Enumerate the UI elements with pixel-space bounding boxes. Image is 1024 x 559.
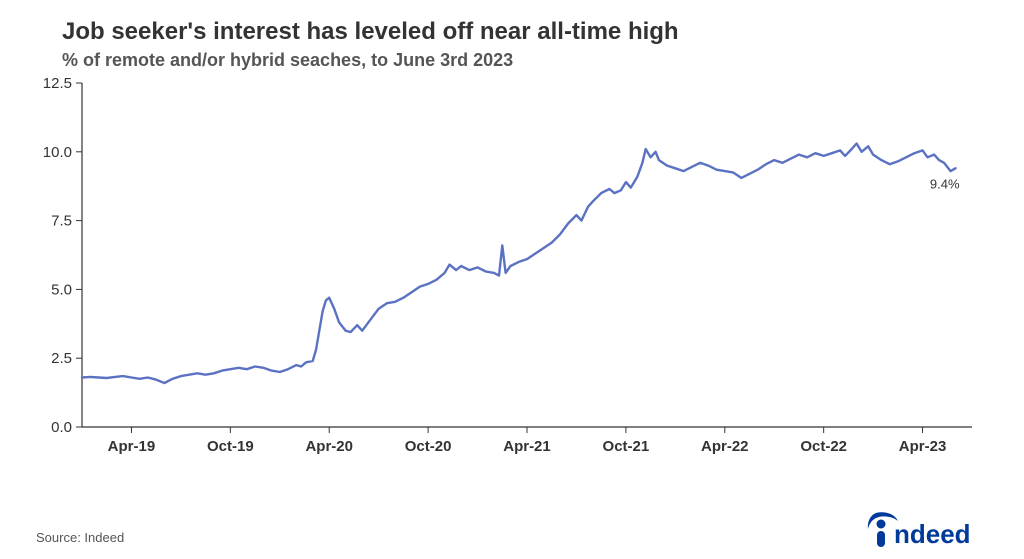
indeed-logo: ndeed xyxy=(864,509,984,549)
y-tick-label: 5.0 xyxy=(51,281,72,298)
data-line xyxy=(82,144,956,384)
svg-text:ndeed: ndeed xyxy=(894,519,971,549)
x-tick-label: Oct-19 xyxy=(207,438,254,455)
x-tick-label: Apr-22 xyxy=(701,438,749,455)
y-tick-label: 12.5 xyxy=(43,75,72,92)
chart-title: Job seeker's interest has leveled off ne… xyxy=(62,18,994,46)
chart-subtitle: % of remote and/or hybrid seaches, to Ju… xyxy=(62,50,994,71)
y-tick-label: 7.5 xyxy=(51,213,72,230)
end-value-label: 9.4% xyxy=(930,176,960,191)
y-tick-label: 10.0 xyxy=(43,144,72,161)
line-chart: 0.0 2.5 5.0 7.5 10.0 12.5 Apr-19 Oct-19 Apr-20 Oc… xyxy=(30,75,990,465)
x-tick-label: Apr-23 xyxy=(899,438,947,455)
x-tick-label: Oct-22 xyxy=(800,438,847,455)
chart-area: 0.0 2.5 5.0 7.5 10.0 12.5 Apr-19 Oct-19 Apr-20 Oc… xyxy=(30,75,990,465)
y-tick-label: 2.5 xyxy=(51,350,72,367)
x-tick-label: Apr-19 xyxy=(108,438,156,455)
x-tick-label: Oct-21 xyxy=(603,438,650,455)
y-tick-label: 0.0 xyxy=(51,419,72,436)
x-tick-label: Apr-20 xyxy=(305,438,353,455)
x-tick-label: Oct-20 xyxy=(405,438,452,455)
source-caption: Source: Indeed xyxy=(36,530,124,545)
x-tick-label: Apr-21 xyxy=(503,438,551,455)
